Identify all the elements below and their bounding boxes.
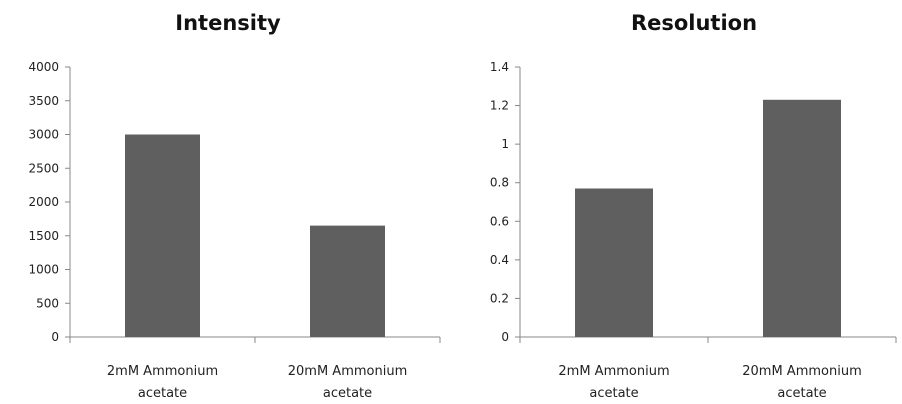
- resolution-y-tick-label: 0: [501, 330, 509, 344]
- intensity-chart-title: Intensity: [175, 11, 281, 35]
- resolution-y-tick-label: 0.8: [490, 176, 509, 190]
- resolution-y-tick-label: 0.4: [490, 253, 509, 267]
- intensity-y-tick-label: 0: [51, 330, 59, 344]
- resolution-category-label: 2mM Ammonium: [558, 364, 669, 379]
- resolution-chart-svg: Resolution 0 0.2 0.4 0.6 0.8 1 1.2 1.4 2mM Ammoni…: [490, 11, 897, 401]
- resolution-chart-title: Resolution: [631, 11, 757, 35]
- resolution-y-tick-label: 1.4: [490, 60, 509, 74]
- intensity-category-label: acetate: [323, 386, 372, 401]
- intensity-y-tick-label: 4000: [28, 60, 59, 74]
- intensity-bar-1: [125, 134, 200, 337]
- intensity-category-label: acetate: [138, 386, 187, 401]
- resolution-bar-2: [763, 99, 841, 338]
- resolution-bar-1: [575, 188, 653, 337]
- intensity-y-tick-label: 3000: [28, 128, 59, 142]
- intensity-category-label: 20mM Ammonium: [288, 364, 407, 379]
- intensity-y-tick-label: 1000: [28, 263, 59, 277]
- resolution-category-label: acetate: [589, 386, 638, 401]
- resolution-y-tick-label: 1: [501, 137, 509, 151]
- intensity-y-tick-label: 500: [36, 296, 59, 310]
- intensity-chart: Intensity 0 500 1000 1500 2000 2500 3000 3500 400…: [0, 0, 450, 404]
- intensity-y-tick-label: 2500: [28, 161, 59, 175]
- resolution-chart: Resolution 0 0.2 0.4 0.6 0.8 1 1.2 1.4 2mM Ammoni…: [452, 0, 902, 404]
- resolution-y-tick-label: 0.6: [490, 214, 509, 228]
- intensity-y-tick-label: 2000: [28, 195, 59, 209]
- intensity-y-tick-label: 1500: [28, 229, 59, 243]
- resolution-y-tick-label: 0.2: [490, 291, 509, 305]
- resolution-category-label: acetate: [777, 386, 826, 401]
- intensity-bar-2: [310, 225, 385, 337]
- resolution-category-label: 20mM Ammonium: [742, 364, 861, 379]
- intensity-category-label: 2mM Ammonium: [107, 364, 218, 379]
- resolution-y-tick-label: 1.2: [490, 99, 509, 113]
- intensity-y-tick-label: 3500: [28, 94, 59, 108]
- intensity-chart-svg: Intensity 0 500 1000 1500 2000 2500 3000 3500 400…: [28, 11, 441, 401]
